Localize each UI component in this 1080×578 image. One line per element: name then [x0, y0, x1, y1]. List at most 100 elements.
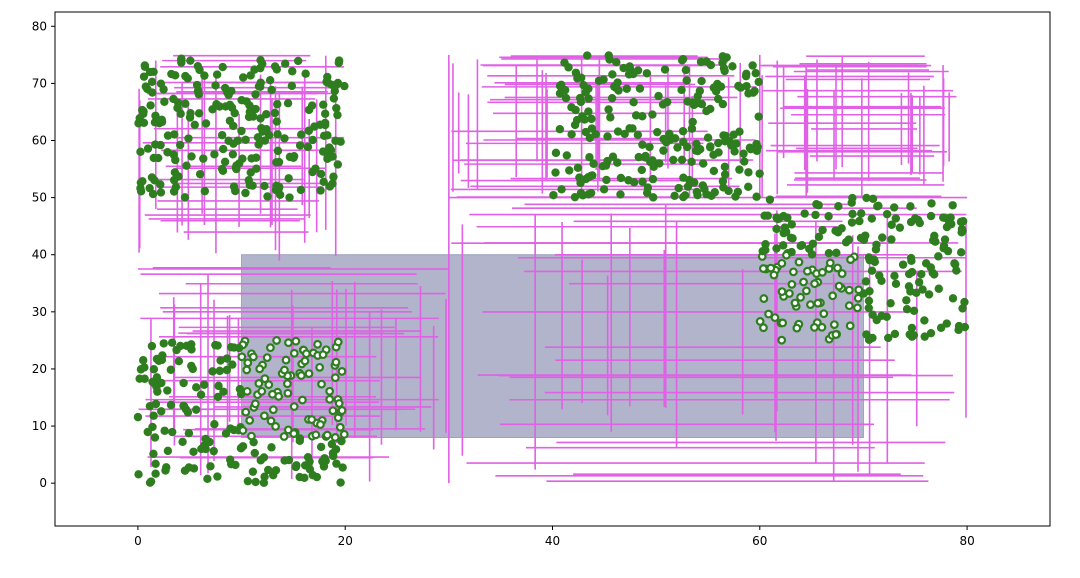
selected-point — [243, 358, 253, 368]
data-point — [960, 297, 969, 307]
data-point — [189, 464, 199, 473]
data-point — [562, 151, 572, 160]
data-point — [157, 115, 167, 124]
data-point — [662, 138, 671, 147]
data-point — [208, 367, 217, 376]
x-tick-label: 0 — [134, 534, 142, 548]
data-point — [135, 374, 144, 383]
data-point — [744, 168, 753, 177]
data-point — [720, 162, 730, 171]
data-point — [243, 476, 253, 486]
data-point — [262, 110, 271, 119]
selected-point — [242, 386, 252, 396]
data-point — [571, 68, 581, 77]
data-point — [584, 107, 593, 116]
selected-point — [300, 356, 310, 366]
data-point — [624, 176, 633, 185]
data-point — [265, 75, 275, 85]
data-point — [824, 212, 833, 221]
data-point — [907, 267, 917, 277]
data-point — [890, 329, 900, 339]
data-point — [557, 185, 566, 194]
data-point — [241, 188, 250, 198]
selected-point — [242, 365, 252, 375]
data-point — [734, 81, 743, 91]
selected-point — [844, 285, 854, 295]
data-point — [601, 161, 611, 170]
selected-point — [265, 343, 275, 353]
selected-point — [289, 429, 299, 438]
data-point — [613, 127, 623, 136]
data-point — [256, 114, 265, 123]
selected-point — [280, 365, 289, 375]
data-point — [150, 176, 159, 185]
data-point — [320, 118, 330, 128]
data-point — [926, 263, 935, 272]
data-point — [633, 130, 643, 140]
data-point — [638, 140, 647, 149]
data-point — [139, 72, 149, 81]
data-point — [904, 282, 914, 291]
data-point — [285, 193, 294, 202]
data-point — [280, 134, 289, 143]
selected-point — [245, 415, 255, 425]
data-point — [659, 146, 668, 155]
data-point — [643, 183, 653, 192]
data-point — [957, 224, 967, 234]
data-point — [606, 113, 615, 122]
selected-point — [787, 279, 797, 289]
data-point — [576, 97, 586, 107]
data-point — [653, 127, 662, 137]
data-point — [250, 65, 259, 74]
selected-point — [792, 323, 802, 333]
data-point — [697, 76, 706, 86]
data-point — [216, 356, 225, 365]
data-point — [663, 97, 672, 107]
data-point — [906, 253, 916, 263]
data-point — [760, 211, 769, 220]
selected-point — [759, 323, 768, 333]
data-point — [149, 67, 158, 77]
data-point — [867, 214, 877, 223]
data-point — [256, 82, 265, 91]
data-point — [209, 446, 218, 456]
data-point — [914, 278, 924, 287]
data-point — [677, 85, 686, 95]
data-point — [288, 67, 297, 76]
data-point — [673, 143, 682, 152]
data-point — [139, 118, 149, 128]
data-point — [713, 79, 722, 89]
data-point — [940, 213, 949, 222]
selected-point — [307, 415, 317, 424]
data-point — [709, 166, 719, 176]
data-point — [215, 102, 224, 111]
data-point — [811, 210, 820, 220]
selected-point — [813, 298, 823, 308]
data-point — [917, 269, 926, 279]
data-point — [301, 69, 310, 78]
selected-point — [770, 313, 780, 323]
data-point — [947, 219, 956, 229]
data-point — [648, 193, 658, 202]
data-point — [814, 232, 824, 242]
selected-point — [255, 364, 265, 374]
data-point — [725, 136, 734, 146]
data-point — [920, 332, 929, 341]
data-point — [340, 81, 349, 91]
data-point — [958, 217, 968, 226]
data-point — [902, 304, 912, 314]
selected-point — [262, 353, 272, 363]
data-point — [800, 209, 809, 218]
data-point — [748, 61, 757, 70]
selected-point — [316, 420, 325, 429]
selected-point — [283, 379, 292, 389]
data-point — [634, 152, 643, 162]
data-point — [225, 455, 235, 464]
data-point — [861, 277, 871, 286]
data-point — [138, 105, 147, 115]
data-point — [336, 478, 345, 487]
y-tick-label: 10 — [32, 419, 47, 433]
data-point — [565, 166, 574, 175]
selected-point — [794, 257, 804, 267]
data-point — [677, 155, 687, 165]
